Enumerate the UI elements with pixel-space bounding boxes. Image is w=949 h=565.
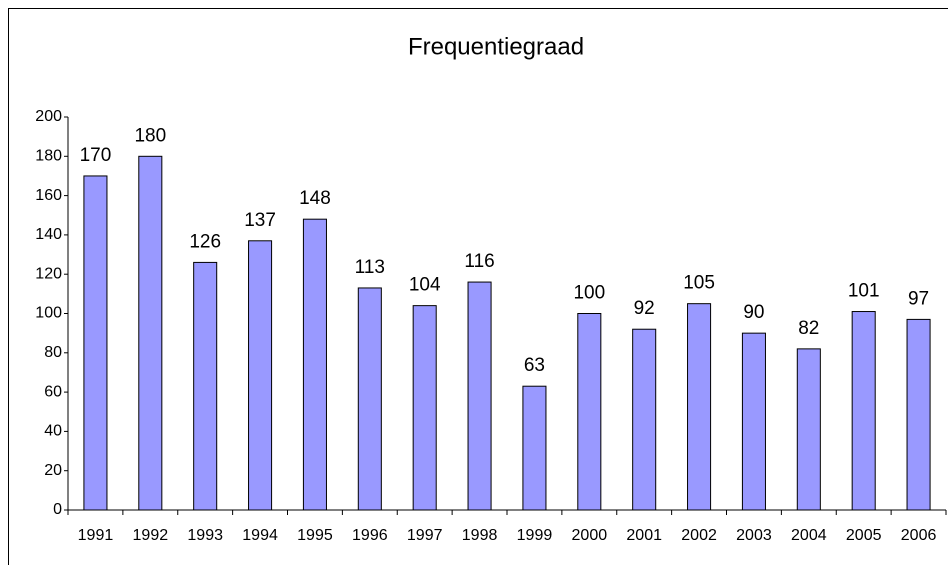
bar bbox=[851, 311, 876, 511]
bar bbox=[248, 240, 273, 511]
bar bbox=[467, 281, 492, 511]
y-tick-label: 160 bbox=[35, 187, 62, 204]
x-tick-label: 2006 bbox=[901, 527, 937, 544]
y-tick-label: 140 bbox=[35, 226, 62, 243]
value-label: 97 bbox=[908, 288, 929, 309]
bar bbox=[796, 348, 821, 511]
bar bbox=[138, 155, 163, 511]
x-tick-label: 1991 bbox=[78, 527, 114, 544]
bar bbox=[687, 303, 712, 511]
bar bbox=[83, 175, 108, 511]
value-label: 170 bbox=[80, 145, 112, 166]
bar bbox=[632, 328, 657, 511]
value-label: 180 bbox=[134, 125, 166, 146]
x-tick-label: 2004 bbox=[791, 527, 827, 544]
value-label: 113 bbox=[355, 257, 385, 278]
y-tick-label: 0 bbox=[53, 501, 62, 518]
value-label: 148 bbox=[299, 188, 331, 209]
x-tick-label: 2002 bbox=[681, 527, 717, 544]
bar bbox=[193, 261, 218, 511]
x-tick-label: 1999 bbox=[517, 527, 553, 544]
x-tick-label: 1994 bbox=[242, 527, 278, 544]
bar bbox=[302, 218, 327, 511]
bar bbox=[906, 318, 931, 511]
x-tick-label: 1997 bbox=[407, 527, 443, 544]
x-tick-label: 2001 bbox=[626, 527, 662, 544]
y-tick-label: 180 bbox=[35, 148, 62, 165]
value-label: 101 bbox=[848, 281, 880, 302]
x-tick-label: 1998 bbox=[462, 527, 498, 544]
bar bbox=[741, 332, 766, 511]
x-tick-label: 2005 bbox=[846, 527, 882, 544]
value-label: 92 bbox=[634, 298, 655, 319]
value-label: 116 bbox=[464, 251, 494, 272]
x-tick-label: 1992 bbox=[133, 527, 169, 544]
y-tick-label: 60 bbox=[44, 383, 62, 400]
x-tick-label: 2003 bbox=[736, 527, 772, 544]
y-tick-label: 40 bbox=[44, 423, 62, 440]
value-label: 105 bbox=[683, 273, 715, 294]
value-label: 63 bbox=[524, 355, 545, 376]
x-tick-label: 2000 bbox=[572, 527, 608, 544]
bar bbox=[522, 385, 547, 511]
y-tick-label: 200 bbox=[35, 108, 62, 125]
chart-title: Frequentiegraad bbox=[408, 33, 584, 60]
value-label: 82 bbox=[798, 318, 819, 339]
y-tick-label: 20 bbox=[44, 462, 62, 479]
value-label: 100 bbox=[573, 283, 605, 304]
chart-border bbox=[8, 8, 948, 565]
value-label: 137 bbox=[244, 210, 276, 231]
value-label: 126 bbox=[189, 231, 221, 252]
bar bbox=[412, 305, 437, 511]
y-tick-label: 100 bbox=[35, 305, 62, 322]
y-tick-label: 120 bbox=[35, 265, 62, 282]
x-tick-label: 1993 bbox=[187, 527, 223, 544]
x-tick-label: 1995 bbox=[297, 527, 333, 544]
bar bbox=[577, 313, 602, 511]
value-label: 90 bbox=[743, 302, 764, 323]
y-tick-label: 80 bbox=[44, 344, 62, 361]
bar bbox=[357, 287, 382, 511]
value-label: 104 bbox=[409, 275, 441, 296]
x-tick-label: 1996 bbox=[352, 527, 388, 544]
